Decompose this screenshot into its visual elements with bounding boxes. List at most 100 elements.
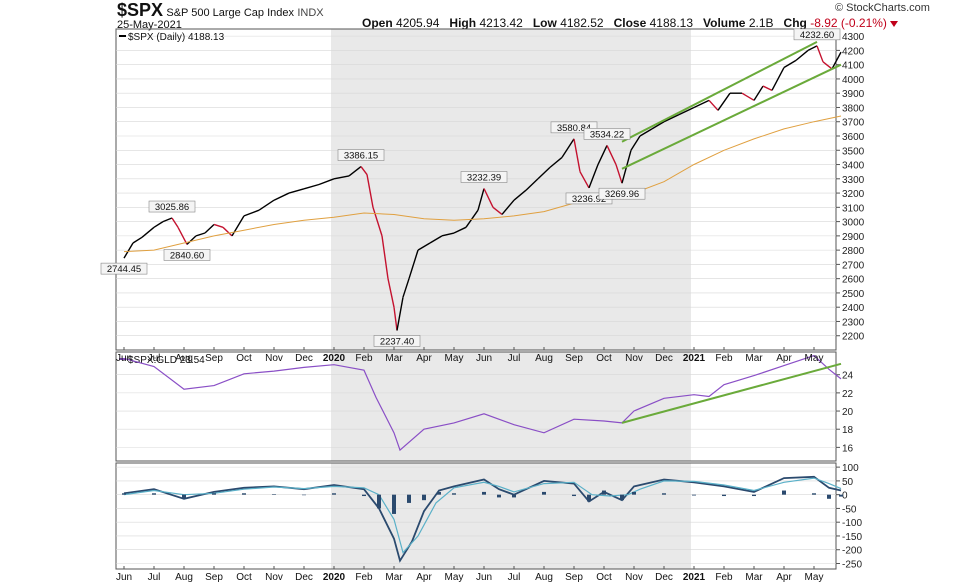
annotation-box: [148, 200, 196, 213]
chart-header: $SPX S&P 500 Large Cap Index INDX: [117, 0, 324, 21]
y-tick-label: 3000: [842, 218, 865, 229]
y-tick-label: -100: [842, 518, 862, 529]
price-segment: [465, 209, 479, 228]
x-tick-label: Nov: [265, 353, 283, 364]
y-tick-label: 4100: [842, 61, 865, 72]
price-segment: [381, 235, 389, 279]
x-tick-label: Feb: [355, 353, 373, 364]
price-segment: [807, 45, 818, 52]
macd-histogram-bar: [482, 491, 486, 495]
macd-histogram-bar: [512, 494, 516, 498]
price-annotation: 4232.60: [793, 28, 841, 41]
high-value: 4213.42: [479, 16, 523, 30]
price-segment: [360, 166, 368, 175]
price-segment: [693, 99, 710, 109]
price-segment: [387, 278, 395, 308]
y-tick-label: 3300: [842, 175, 865, 186]
y-tick-label: 4000: [842, 75, 865, 86]
price-segment: [348, 165, 362, 177]
legend-label: $SPX (Daily) 4188.13: [128, 32, 225, 43]
y-tick-label: 24: [842, 371, 854, 382]
price-segment: [213, 223, 224, 228]
price-segment: [753, 85, 764, 101]
annotation-box: [550, 121, 598, 134]
annotation-label: 3232.39: [467, 173, 501, 184]
x-tick-label: Mar: [745, 572, 763, 583]
price-segment: [639, 128, 653, 137]
macd-histogram-bar: [497, 494, 501, 498]
annotation-label: 3580.84: [557, 123, 591, 134]
price-segment: [708, 99, 719, 111]
macd-histogram-bar: [407, 494, 411, 503]
annotation-box: [460, 171, 508, 183]
price-segment: [303, 183, 320, 190]
x-tick-label: May: [805, 572, 824, 583]
annotation-box: [163, 249, 211, 261]
macd-histogram-bar: [332, 493, 336, 495]
panel-frame: [115, 462, 837, 570]
macd-histogram-bar: [437, 491, 441, 495]
price-segment: [717, 92, 731, 111]
macd-histogram-bar: [692, 494, 696, 496]
series-line--spx-gld: [123, 354, 842, 452]
x-tick-label: Jun: [116, 353, 132, 364]
y-tick-label: 16: [842, 443, 854, 454]
price-segment: [429, 235, 443, 244]
x-tick-label: 2020: [323, 353, 346, 364]
price-segment: [273, 192, 290, 201]
x-tick-label: May: [445, 353, 464, 364]
macd-histogram-bar: [662, 493, 666, 495]
price-segment: [501, 199, 515, 215]
x-tick-label: Oct: [596, 353, 612, 364]
annotation-label: 3386.15: [344, 151, 378, 162]
x-tick-label: Jun: [476, 572, 492, 583]
price-segment: [153, 221, 164, 228]
price-segment: [195, 232, 206, 237]
y-tick-label: 100: [842, 463, 859, 474]
x-tick-label: Apr: [776, 353, 792, 364]
price-annotation: 3580.84: [550, 121, 598, 134]
x-tick-label: Dec: [295, 572, 313, 583]
y-tick-label: 3100: [842, 203, 865, 214]
x-tick-label: Jul: [508, 353, 521, 364]
annotation-label: 3236.92: [572, 194, 606, 205]
price-segment: [783, 59, 797, 69]
price-segment: [483, 188, 494, 208]
x-tick-label: Aug: [535, 572, 553, 583]
price-segment: [366, 174, 374, 208]
macd-histogram-bar: [752, 494, 756, 497]
price-segment: [816, 45, 824, 63]
x-tick-label: Aug: [535, 353, 553, 364]
price-segment: [123, 242, 134, 259]
x-tick-label: Aug: [175, 572, 193, 583]
x-tick-label: Oct: [236, 572, 252, 583]
x-tick-label: Oct: [236, 353, 252, 364]
y-tick-label: 3200: [842, 189, 865, 200]
macd-histogram-bar: [392, 494, 396, 514]
price-annotation: 2840.60: [163, 249, 211, 261]
y-tick-label: 2600: [842, 275, 865, 286]
x-tick-label: May: [445, 572, 464, 583]
macd-histogram-bar: [302, 494, 306, 496]
macd-histogram-bar: [620, 494, 624, 501]
annotation-label: 2237.40: [380, 336, 414, 347]
macd-histogram-bar: [722, 494, 726, 497]
y-tick-label: -200: [842, 546, 862, 557]
x-tick-label: Sep: [565, 572, 583, 583]
x-tick-label: Mar: [385, 572, 403, 583]
x-tick-label: Jun: [116, 572, 132, 583]
annotation-box: [793, 28, 841, 41]
x-tick-label: 2021: [683, 353, 706, 364]
x-tick-label: Feb: [355, 572, 373, 583]
price-segment: [393, 307, 398, 331]
macd-histogram-bar: [122, 493, 126, 495]
price-segment: [651, 121, 665, 130]
price-annotation: 2237.40: [373, 335, 421, 347]
price-segment: [162, 217, 173, 223]
price-annotation: 2744.45: [100, 262, 148, 275]
price-annotation: 3269.96: [598, 187, 646, 200]
macd-histogram-bar: [422, 494, 426, 501]
macd-histogram-bar: [572, 494, 576, 497]
y-tick-label: 4200: [842, 46, 865, 57]
y-tick-label: 3600: [842, 132, 865, 143]
